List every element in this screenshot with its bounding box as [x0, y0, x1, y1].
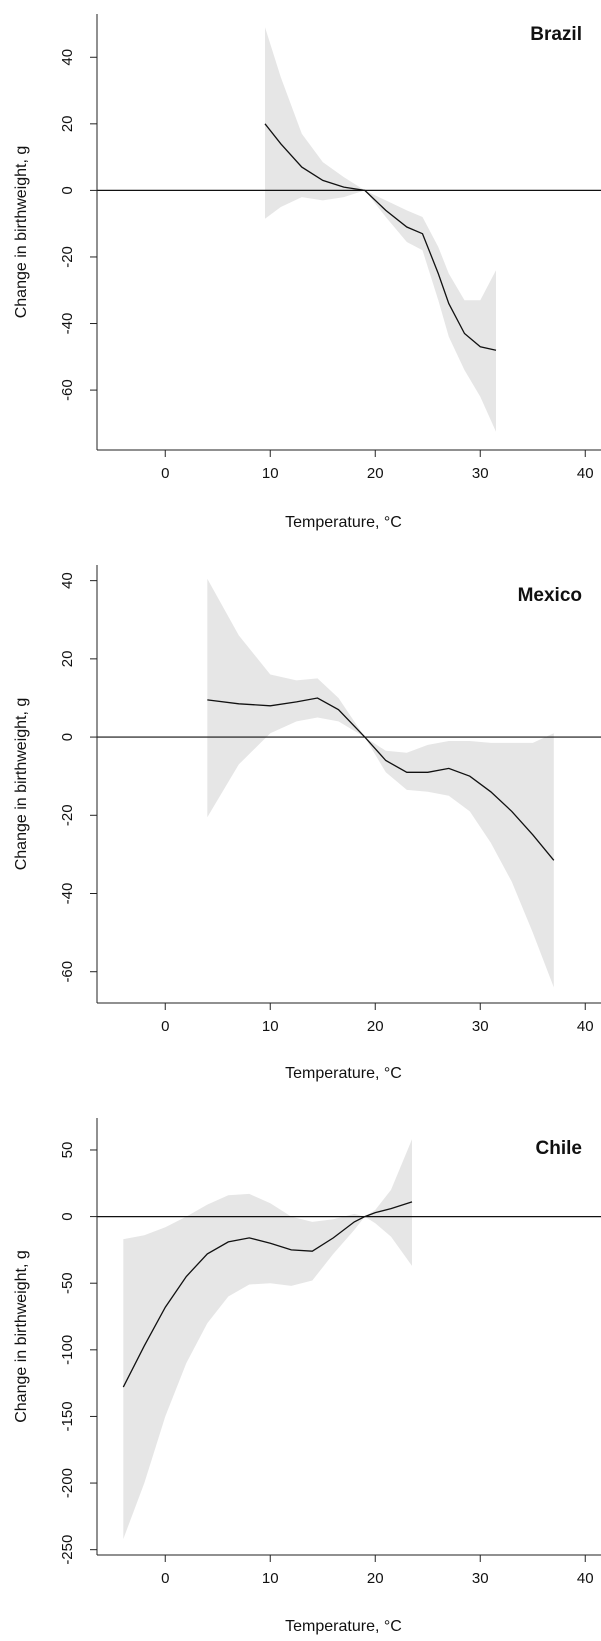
- ci-band-0: [207, 578, 554, 988]
- x-tick-label: 20: [367, 1018, 384, 1035]
- x-tick-label: 0: [161, 1018, 169, 1035]
- x-tick-label: 10: [262, 465, 279, 482]
- x-tick-label: 10: [262, 1570, 279, 1587]
- x-tick-label: 20: [367, 465, 384, 482]
- x-tick-label: 30: [472, 1018, 489, 1035]
- y-tick-label: -100: [59, 1335, 76, 1365]
- estimate-line-0: [207, 697, 555, 861]
- y-tick-label: -40: [59, 883, 76, 905]
- y-axis-label: Change in birthweight, g: [13, 146, 30, 319]
- panel-title: Brazil: [530, 24, 582, 45]
- y-axis-label: Change in birthweight, g: [13, 1250, 30, 1423]
- x-tick-label: 0: [161, 465, 169, 482]
- y-tick-label: 20: [59, 115, 76, 132]
- x-axis-label: Temperature, °C: [285, 514, 402, 531]
- x-tick-label: 40: [577, 1018, 594, 1035]
- y-tick-label: -60: [59, 961, 76, 983]
- x-tick-label: 40: [577, 1570, 594, 1587]
- panel-title: Mexico: [518, 585, 582, 606]
- panel-mexico: 0 10 20 30 40 40 20 0 -20 -40 -60 Temperature, °C Ch…: [13, 565, 601, 1082]
- x-tick-label: 0: [161, 1570, 169, 1587]
- x-axis-label: Temperature, °C: [285, 1618, 402, 1635]
- estimate-line-0: [264, 123, 497, 351]
- estimate-line-0: [122, 1201, 413, 1388]
- panel-chile: 0 10 20 30 40 50 0 -50 -100 -150 -200 -250 Temperatu…: [13, 1118, 601, 1635]
- x-axis-label: Temperature, °C: [285, 1065, 402, 1082]
- y-tick-label: -200: [59, 1468, 76, 1498]
- y-tick-label: -40: [59, 313, 76, 335]
- y-tick-label: 50: [59, 1142, 76, 1159]
- x-tick-label: 30: [472, 465, 489, 482]
- x-tick-label: 10: [262, 1018, 279, 1035]
- y-tick-label: -60: [59, 379, 76, 401]
- y-tick-label: -20: [59, 804, 76, 826]
- y-tick-label: 20: [59, 651, 76, 668]
- x-tick-label: 20: [367, 1570, 384, 1587]
- x-tick-label: 30: [472, 1570, 489, 1587]
- y-tick-label: 0: [59, 733, 76, 741]
- ci-band-0: [265, 27, 496, 432]
- y-tick-label: 40: [59, 49, 76, 66]
- ci-band-0: [123, 1139, 413, 1539]
- x-tick-label: 40: [577, 465, 594, 482]
- y-tick-label: -250: [59, 1535, 76, 1565]
- y-tick-label: -150: [59, 1401, 76, 1431]
- y-tick-label: 0: [59, 1212, 76, 1220]
- y-tick-label: -20: [59, 246, 76, 268]
- y-tick-label: 0: [59, 186, 76, 194]
- y-axis-label: Change in birthweight, g: [13, 698, 30, 871]
- panel-title: Chile: [536, 1138, 582, 1159]
- panel-brazil: 0 10 20 30 40 40 20 0 -20 -40 -60 Temperature, °C Ch…: [13, 14, 601, 531]
- y-tick-label: -50: [59, 1272, 76, 1294]
- y-tick-label: 40: [59, 572, 76, 589]
